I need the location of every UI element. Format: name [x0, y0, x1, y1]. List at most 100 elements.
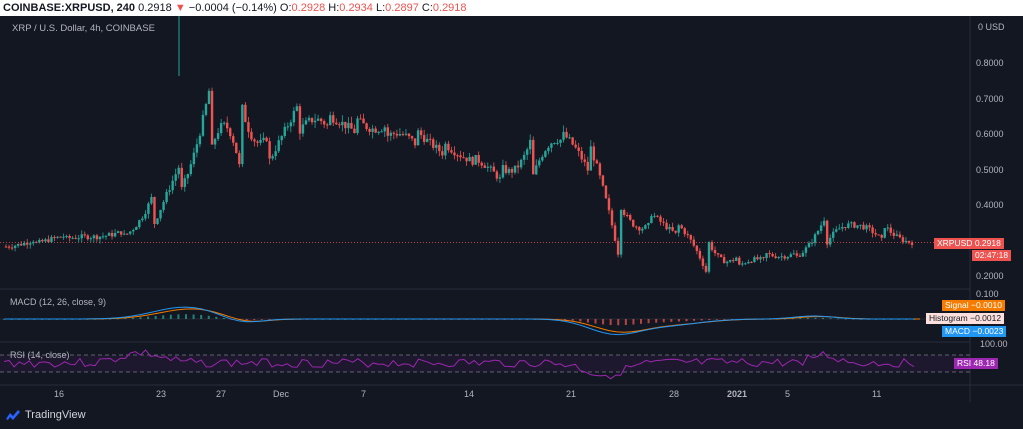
candle-body — [492, 166, 496, 172]
candle-body — [659, 216, 662, 222]
rsi-axis-top: 100.00 — [980, 339, 1008, 349]
axis-label-060: 0.6000 — [976, 129, 1004, 139]
signal-label: Signal — [945, 300, 969, 310]
candle-body — [859, 224, 862, 226]
candle-body — [804, 247, 808, 253]
candle-body — [671, 226, 674, 231]
tradingview-icon — [6, 410, 20, 420]
candle-body — [529, 139, 532, 150]
candle-body — [665, 222, 668, 230]
candle-body — [256, 141, 259, 143]
candle-body — [880, 234, 883, 238]
candle-body — [541, 156, 544, 161]
candle-body — [838, 228, 841, 230]
macd-histogram-bar — [222, 317, 225, 319]
candle-body — [447, 143, 450, 151]
candle-body — [335, 122, 338, 125]
candle-body — [180, 167, 183, 187]
candle-body — [519, 159, 523, 168]
macd-histogram-bar — [844, 318, 847, 320]
axis-label-050: 0.5000 — [976, 165, 1004, 175]
chart-area[interactable]: XRP / U.S. Dollar, 4h, COINBASE 0 USD 0.… — [0, 16, 1023, 402]
candle-body — [759, 257, 762, 260]
candle-body — [453, 152, 456, 156]
macd-histogram-bar — [185, 314, 187, 319]
candle-body — [110, 232, 114, 237]
macd-histogram-bar — [609, 319, 612, 326]
macd-histogram-bar — [715, 319, 718, 320]
candle-body — [756, 257, 759, 260]
candle-body — [901, 237, 905, 242]
candle-body — [241, 104, 244, 165]
tradingview-logo[interactable]: TradingView — [5, 409, 86, 421]
rsi-tag: RSI 48.18 — [954, 358, 998, 369]
price-legend: XRP / U.S. Dollar, 4h, COINBASE — [12, 23, 155, 34]
candle-body — [395, 133, 399, 136]
candle-body — [322, 121, 326, 125]
candle-body — [744, 263, 747, 265]
macd-histogram-bar — [806, 317, 809, 319]
time-axis-label: 2021 — [727, 389, 748, 399]
candle-body — [683, 228, 686, 235]
candle-body — [350, 122, 353, 129]
candle-body — [183, 178, 186, 187]
macd-histogram-bar — [162, 315, 165, 319]
candle-body — [495, 171, 499, 179]
candle-body — [568, 137, 571, 139]
candle-body — [159, 209, 162, 219]
candle-body — [44, 239, 47, 242]
time-axis-label: 27 — [216, 389, 227, 399]
candle-body — [380, 131, 383, 133]
footer: TradingView — [0, 402, 1023, 429]
candle-body — [29, 243, 32, 245]
time-axis-label: 16 — [54, 389, 65, 399]
candle-body — [192, 152, 196, 165]
candle-body — [353, 128, 356, 134]
last-price: 0.2918 — [138, 2, 172, 14]
candle-body — [344, 121, 347, 129]
candle-body — [132, 229, 135, 232]
candle-body — [489, 166, 493, 168]
candle-body — [689, 234, 693, 240]
candle-body — [589, 146, 593, 171]
macd-histogram-bar — [169, 314, 172, 319]
time-axis-label: 23 — [156, 389, 167, 399]
candle-body — [641, 228, 644, 231]
candle-body — [19, 243, 23, 246]
candle-body — [819, 225, 823, 231]
candle-body — [592, 146, 596, 161]
candle-body — [195, 144, 199, 153]
candle-body — [274, 151, 277, 157]
candle-body — [847, 223, 850, 228]
candle-body — [574, 144, 577, 148]
candle-body — [389, 132, 393, 136]
time-axis-label: 7 — [361, 389, 367, 399]
candle-body — [268, 141, 271, 159]
macd-value: −0.0023 — [972, 326, 1004, 336]
candle-body — [835, 229, 838, 232]
candle-body — [619, 210, 623, 255]
candle-body — [638, 227, 641, 231]
candle-body — [635, 226, 638, 228]
candle-body — [13, 245, 17, 248]
candle-body — [622, 210, 626, 215]
candle-body — [438, 144, 441, 152]
macd-histogram-bar — [822, 317, 824, 319]
signal-tag: Signal −0.0010 — [942, 300, 1005, 311]
candle-body — [92, 235, 96, 239]
candle-body — [229, 128, 232, 137]
chart-canvas[interactable] — [0, 16, 1023, 402]
candle-body — [807, 242, 811, 248]
candle-body — [253, 139, 256, 142]
time-axis-label: 5 — [785, 389, 791, 399]
candle-body — [571, 137, 574, 145]
candle-body — [71, 237, 74, 239]
candle-body — [898, 234, 902, 238]
candle-body — [583, 159, 586, 162]
candle-body — [910, 242, 914, 245]
candle-body — [792, 253, 796, 255]
candle-body — [338, 124, 341, 126]
candle-body — [719, 254, 723, 258]
candle-body — [738, 257, 741, 265]
candle-body — [474, 155, 477, 165]
